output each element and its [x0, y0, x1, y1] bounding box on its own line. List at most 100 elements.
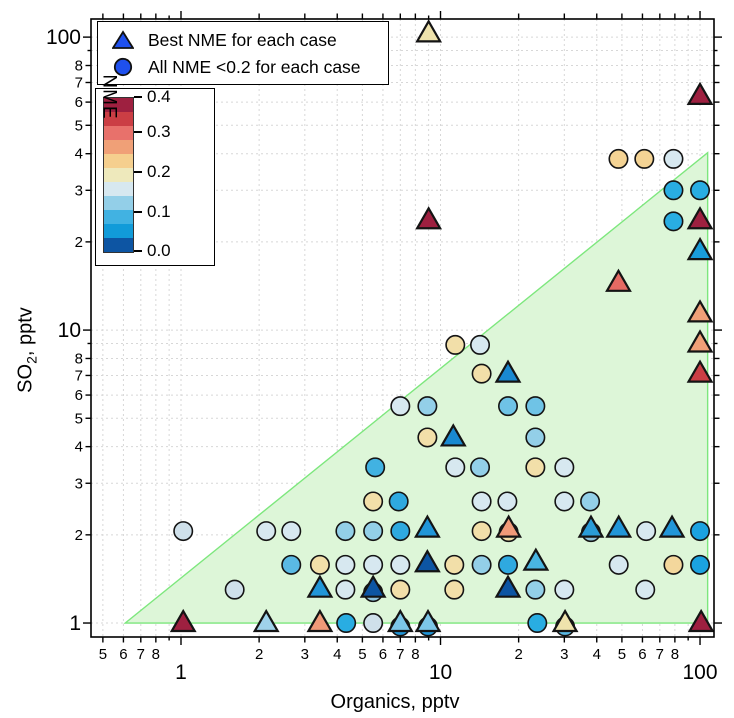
x-minor-tick-label: 8: [411, 646, 419, 663]
data-point-triangle: [495, 514, 523, 538]
x-major-tick-label: 10: [429, 661, 452, 684]
data-point-triangle: [686, 329, 714, 353]
data-point-triangle: [605, 268, 632, 292]
data-point-circle: [471, 363, 492, 384]
data-point-circle: [554, 491, 575, 512]
colorbar-band: [104, 112, 133, 126]
data-point-circle: [336, 613, 357, 634]
data-point-circle: [498, 396, 519, 417]
data-point-circle: [390, 396, 411, 417]
data-point-triangle: [494, 359, 522, 383]
data-point-circle: [554, 579, 575, 600]
data-point-triangle: [686, 206, 714, 230]
y-minor-tick-label: 8: [75, 58, 83, 75]
legend-item-best-nme: Best NME for each case: [112, 27, 337, 53]
y-minor-tick-label: 3: [75, 475, 83, 492]
y-minor-tick-label: 4: [75, 439, 83, 456]
colorbar-band: [104, 140, 133, 154]
data-point-circle: [417, 396, 438, 417]
data-point-circle: [527, 613, 548, 634]
y-major-tick-label: 1: [69, 612, 81, 635]
data-point-triangle: [415, 206, 443, 230]
data-point-circle: [390, 554, 411, 575]
y-minor-tick-label: 5: [75, 410, 83, 427]
y-minor-tick-label: 8: [75, 350, 83, 367]
data-point-circle: [417, 427, 438, 448]
y-minor-tick-label: 6: [75, 94, 83, 111]
data-point-triangle: [413, 549, 441, 573]
data-point-circle: [224, 579, 245, 600]
data-point-triangle: [522, 547, 550, 571]
data-point-triangle: [686, 359, 714, 383]
data-point-circle: [281, 521, 302, 542]
data-point-triangle: [686, 236, 714, 261]
y-minor-tick-label: 3: [75, 182, 83, 199]
colorbar-tick: [134, 170, 142, 173]
data-point-triangle: [306, 608, 334, 633]
x-axis-title: Organics, pptv: [330, 691, 460, 713]
data-point-triangle: [386, 608, 414, 633]
data-point-circle: [444, 554, 465, 575]
y-major-tick-label: 100: [46, 26, 81, 49]
x-minor-tick-label: 5: [99, 646, 107, 663]
y-minor-tick-label: 7: [75, 74, 83, 91]
data-point-circle: [690, 521, 711, 542]
colorbar-tick-label: 0.4: [147, 87, 171, 106]
data-point-circle: [363, 521, 384, 542]
data-point-circle: [445, 334, 466, 355]
colorbar-band: [104, 168, 133, 182]
data-point-circle: [663, 148, 684, 169]
x-minor-tick-label: 3: [301, 646, 309, 663]
x-minor-tick-label: 6: [119, 646, 127, 663]
data-point-triangle: [169, 608, 197, 633]
plot-border: [90, 18, 715, 638]
colorbar-band: [104, 224, 133, 238]
x-minor-tick-label: 8: [671, 646, 679, 663]
data-point-circle: [335, 579, 356, 600]
colorbar: 0.4 0.3 0.2 0.1 0.0: [95, 87, 215, 266]
data-point-circle: [309, 554, 330, 575]
data-point-triangle: [687, 608, 715, 633]
data-point-circle: [525, 396, 546, 417]
colorbar-band: [104, 126, 133, 140]
data-point-circle: [256, 521, 277, 542]
data-point-circle: [363, 554, 384, 575]
colorbar-band: [104, 98, 133, 112]
legend: Best NME for each case All NME <0.2 for …: [97, 21, 389, 85]
data-point-circle: [663, 180, 684, 201]
data-point-circle: [363, 491, 384, 512]
data-point-circle: [281, 554, 302, 575]
colorbar-tick-label: 0.0: [147, 241, 171, 260]
data-point-triangle: [415, 19, 443, 43]
data-point-circle: [636, 521, 657, 542]
axis-ticks: [83, 11, 722, 645]
colorbar-band: [104, 182, 133, 196]
data-point-circle: [554, 457, 575, 478]
colorbar-band: [104, 196, 133, 210]
colorbar-band: [104, 238, 133, 252]
data-point-triangle: [306, 574, 334, 598]
colorbar-tick-label: 0.1: [147, 201, 171, 221]
x-minor-tick-label: 6: [379, 646, 387, 663]
legend-triangle-icon: [112, 30, 134, 49]
x-minor-tick-label: 7: [656, 646, 664, 663]
colorbar-title: NME: [98, 74, 120, 120]
legend-circle-icon: [113, 57, 133, 77]
y-major-tick-label: 10: [58, 319, 81, 342]
data-point-circle: [497, 491, 518, 512]
data-point-triangle: [252, 608, 280, 633]
data-point-circle: [335, 521, 356, 542]
legend-label: All NME <0.2 for each case: [148, 56, 361, 77]
colorbar-tick-label: 0.3: [147, 121, 171, 141]
x-minor-tick-label: 4: [593, 646, 601, 663]
x-minor-tick-label: 2: [255, 646, 263, 663]
data-point-circle: [690, 554, 711, 575]
triangle-series: [169, 19, 715, 637]
data-point-circle: [525, 579, 546, 600]
colorbar-tick: [134, 130, 142, 133]
data-point-triangle: [494, 574, 522, 598]
x-minor-tick-label: 3: [560, 646, 568, 663]
data-point-triangle: [686, 299, 714, 323]
